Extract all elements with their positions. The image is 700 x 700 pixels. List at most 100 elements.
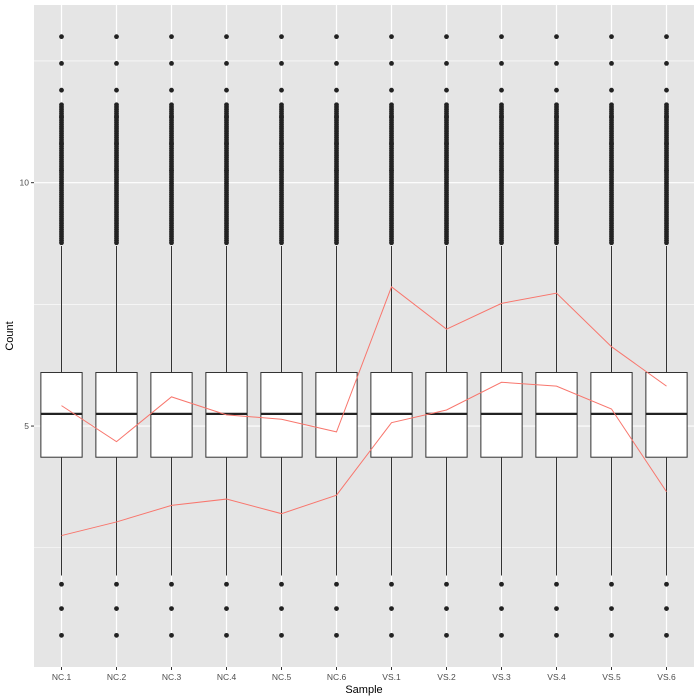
outlier-point	[169, 34, 174, 40]
boxplot	[370, 34, 413, 638]
outlier-point	[389, 34, 394, 40]
outlier-point	[59, 632, 64, 638]
outlier-point	[389, 632, 394, 638]
outlier-point	[279, 606, 284, 611]
outlier-point	[664, 632, 669, 638]
outlier-point	[499, 87, 504, 93]
boxplot	[315, 34, 358, 638]
outlier-point	[664, 240, 669, 246]
outlier-point	[444, 606, 449, 611]
outlier-point	[279, 61, 284, 66]
outlier-point	[444, 61, 449, 66]
x-tick-label: NC.5	[272, 672, 292, 682]
outlier-point	[554, 240, 559, 246]
outlier-point	[334, 87, 339, 93]
x-tick-label: VS.6	[657, 672, 676, 682]
boxplot	[260, 34, 303, 638]
outlier-point	[59, 606, 64, 611]
outlier-point	[499, 240, 504, 246]
outlier-point	[59, 87, 64, 93]
outlier-point	[554, 34, 559, 40]
outlier-point	[664, 581, 669, 587]
grid-minor	[34, 60, 694, 549]
outlier-point	[499, 581, 504, 587]
outlier-point	[444, 34, 449, 40]
outlier-point	[59, 581, 64, 587]
outlier-point	[169, 581, 174, 587]
outlier-point	[279, 632, 284, 638]
outlier-point	[664, 34, 669, 40]
outlier-point	[499, 606, 504, 611]
boxplot	[425, 34, 468, 638]
x-axis: NC.1 NC.2 NC.3 NC.4 NC.5 NC.6 VS.1 VS.2 VS.3 VS.4…	[52, 667, 676, 682]
outlier-point	[499, 61, 504, 66]
outlier-point	[224, 240, 229, 246]
outlier-point	[334, 606, 339, 611]
x-tick-label: NC.2	[107, 672, 127, 682]
outlier-point	[389, 581, 394, 587]
outlier-point	[499, 632, 504, 638]
outlier-point	[169, 606, 174, 611]
x-tick-label: VS.5	[602, 672, 621, 682]
outlier-point	[224, 87, 229, 93]
series-line-1	[61, 286, 667, 443]
series-lines	[61, 286, 667, 537]
outlier-point	[389, 61, 394, 66]
outlier-point	[334, 61, 339, 66]
boxplot	[480, 34, 523, 638]
x-tick-label: VS.3	[492, 672, 511, 682]
x-tick-label: VS.2	[437, 672, 456, 682]
outlier-point	[169, 240, 174, 246]
outlier-point	[389, 606, 394, 611]
x-tick-label: NC.1	[52, 672, 72, 682]
outlier-point	[114, 581, 119, 587]
y-axis-title: Count	[4, 321, 16, 350]
outlier-point	[279, 581, 284, 587]
outlier-point	[114, 87, 119, 93]
outlier-point	[609, 87, 614, 93]
outlier-point	[664, 61, 669, 66]
outlier-point	[169, 61, 174, 66]
outlier-point	[554, 606, 559, 611]
outlier-point	[609, 581, 614, 587]
outlier-point	[59, 240, 64, 246]
x-tick-label: VS.1	[382, 672, 401, 682]
x-tick-label: NC.3	[162, 672, 182, 682]
boxplot	[150, 34, 193, 638]
outlier-point	[664, 87, 669, 93]
outlier-point	[554, 87, 559, 93]
y-axis: 5 10	[20, 178, 34, 431]
boxplot	[645, 34, 688, 638]
x-tick-label: VS.4	[547, 672, 566, 682]
y-tick-label: 5	[24, 421, 29, 431]
outlier-point	[389, 240, 394, 246]
outlier-point	[334, 240, 339, 246]
outlier-point	[554, 61, 559, 66]
outlier-point	[169, 632, 174, 638]
y-tick-label: 10	[20, 178, 30, 188]
outlier-point	[609, 34, 614, 40]
x-tick-label: NC.4	[217, 672, 237, 682]
outlier-point	[334, 34, 339, 40]
outlier-point	[444, 240, 449, 246]
outlier-point	[114, 240, 119, 246]
outlier-point	[444, 581, 449, 587]
outlier-point	[389, 87, 394, 93]
outlier-point	[609, 61, 614, 66]
outlier-point	[224, 581, 229, 587]
outlier-point	[444, 87, 449, 93]
outlier-point	[224, 606, 229, 611]
x-axis-title: Sample	[345, 684, 382, 696]
outlier-point	[279, 87, 284, 93]
outlier-point	[114, 34, 119, 40]
plot-panel	[34, 5, 694, 667]
outlier-point	[279, 240, 284, 246]
outlier-point	[279, 34, 284, 40]
outlier-point	[554, 632, 559, 638]
outlier-point	[59, 61, 64, 66]
boxplot	[95, 34, 138, 638]
outlier-point	[114, 632, 119, 638]
outlier-point	[554, 581, 559, 587]
outlier-point	[499, 34, 504, 40]
boxplots	[40, 34, 688, 638]
